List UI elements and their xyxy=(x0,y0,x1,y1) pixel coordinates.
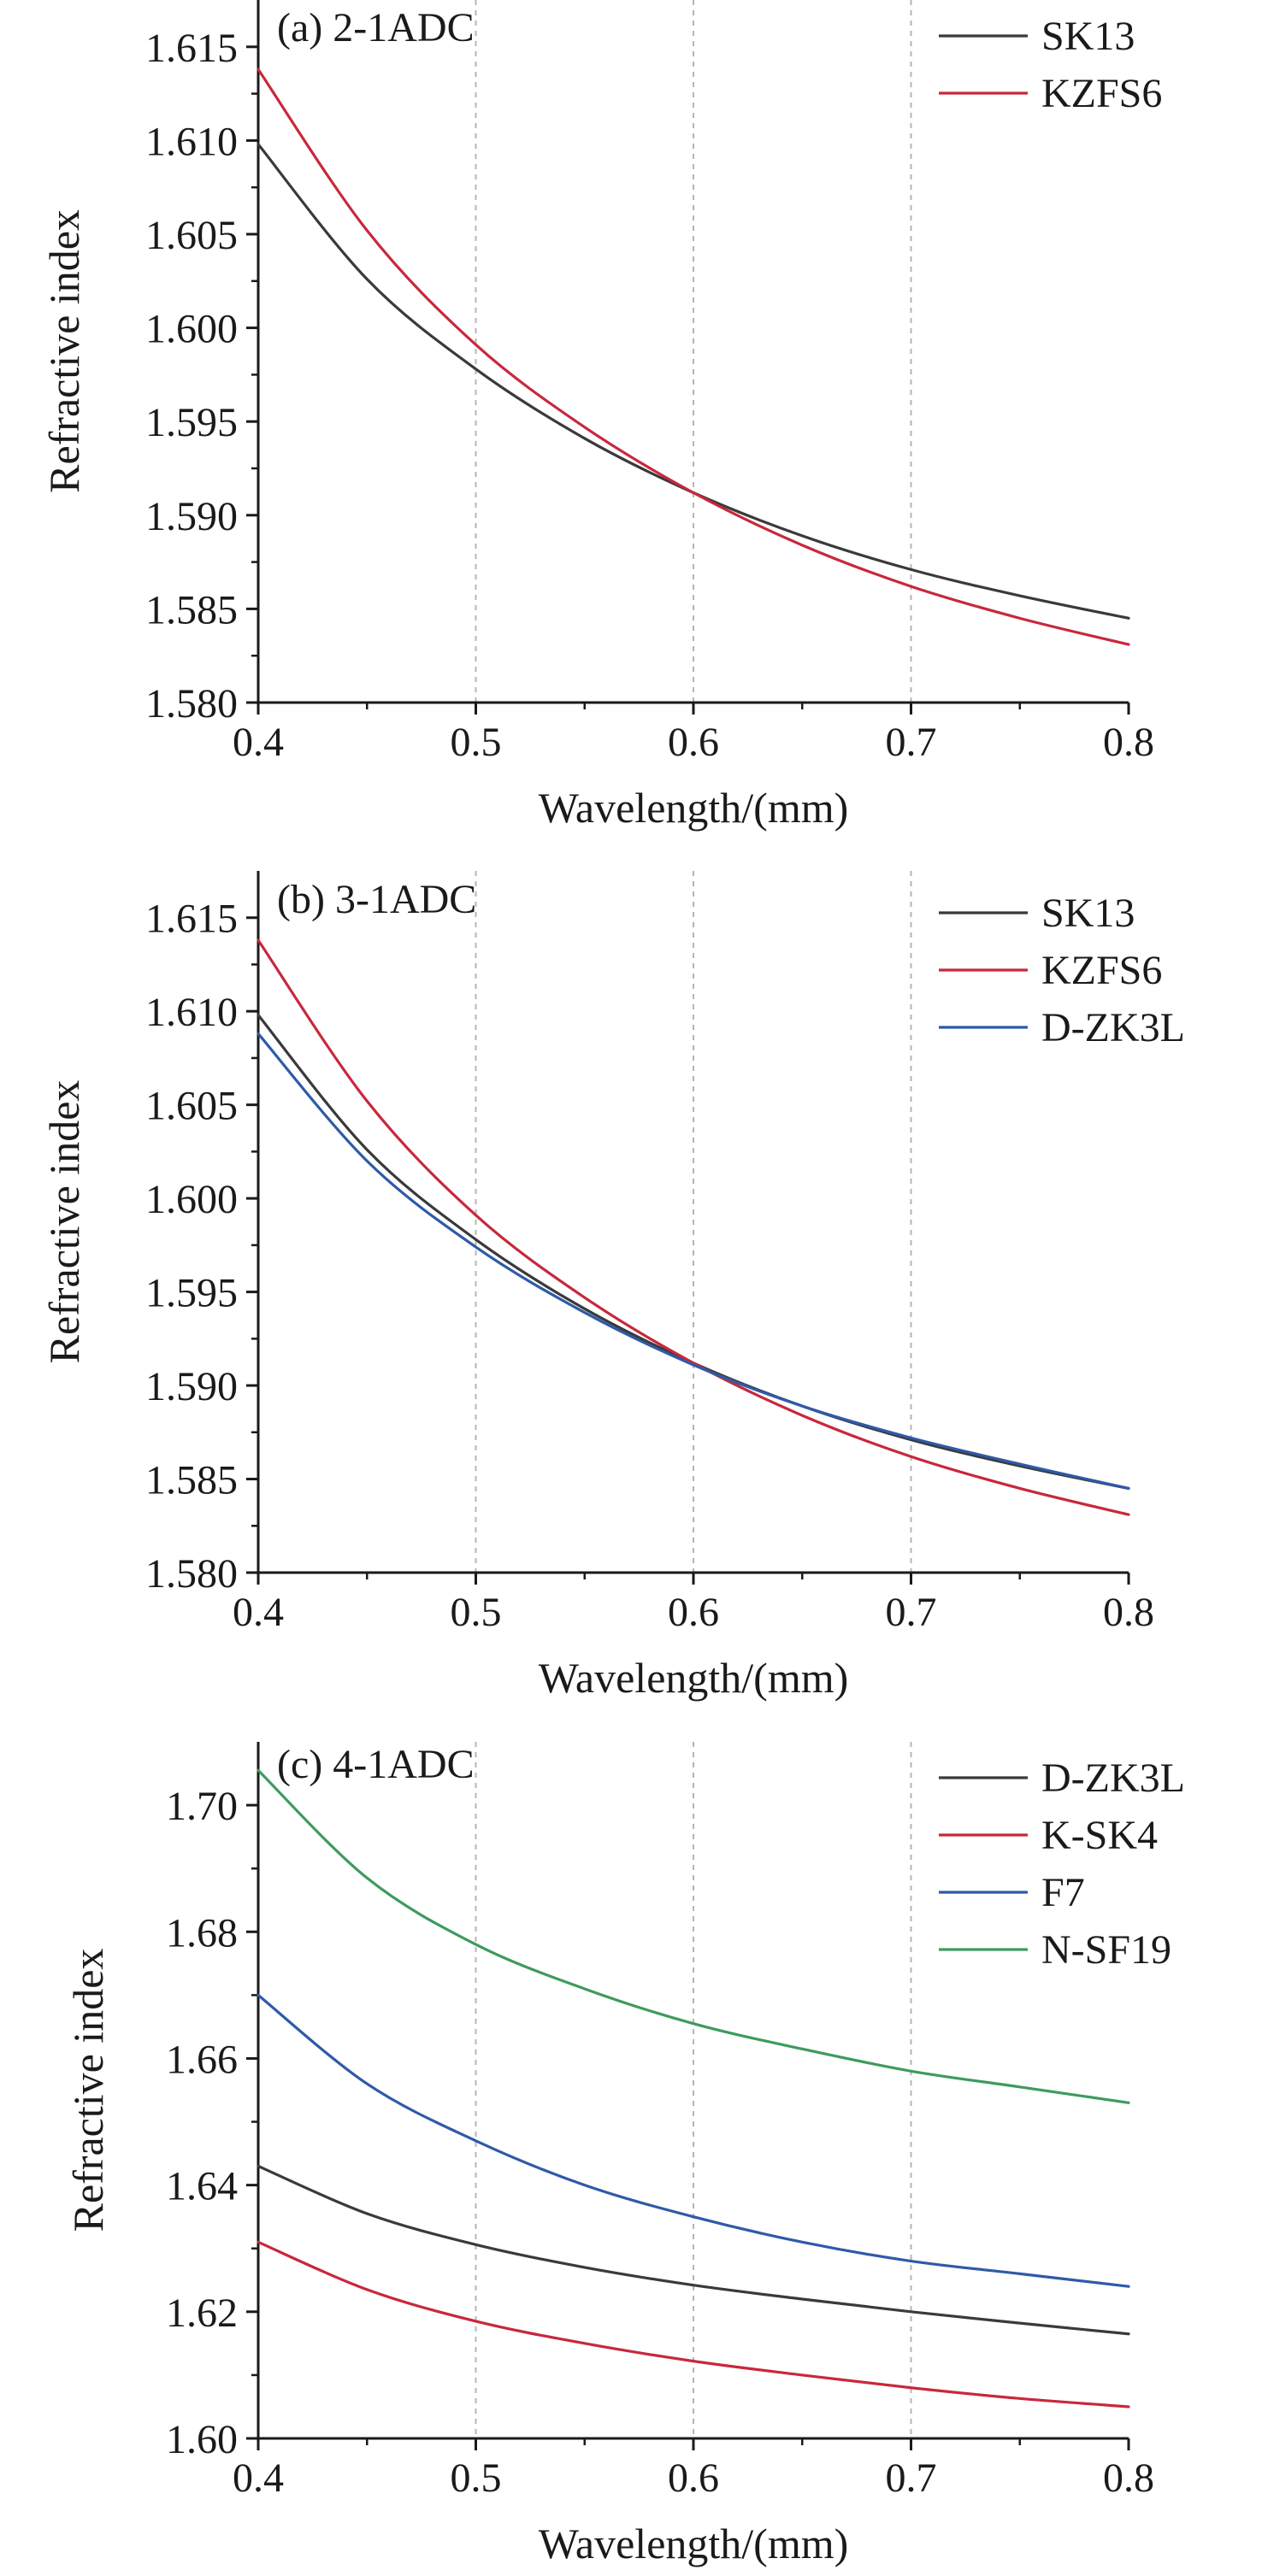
y-tick-label: 1.610 xyxy=(145,119,238,164)
x-tick-label: 0.6 xyxy=(668,1590,719,1635)
x-tick-label: 0.5 xyxy=(451,2455,502,2501)
panel-title: (a) 2-1ADC xyxy=(277,5,475,50)
legend-label: SK13 xyxy=(1041,14,1135,59)
x-tick-label: 0.6 xyxy=(668,2455,719,2501)
series-line-KZFS6 xyxy=(257,938,1130,1516)
y-tick-label: 1.585 xyxy=(145,1458,238,1503)
x-tick-label: 0.5 xyxy=(451,1590,502,1635)
x-tick-label: 0.8 xyxy=(1103,1590,1154,1635)
y-tick-label: 1.580 xyxy=(145,681,238,726)
panel-title: (b) 3-1ADC xyxy=(277,877,476,922)
legend-label: D-ZK3L xyxy=(1041,1005,1185,1050)
x-tick-label: 0.7 xyxy=(886,720,937,765)
x-tick-label: 0.8 xyxy=(1103,2455,1154,2501)
panel-title: (c) 4-1ADC xyxy=(277,1742,475,1787)
y-tick-label: 1.585 xyxy=(145,587,238,632)
y-tick-label: 1.590 xyxy=(145,494,238,539)
y-axis-title: Refractive index xyxy=(40,209,88,493)
y-tick-label: 1.64 xyxy=(166,2164,238,2209)
legend-label: N-SF19 xyxy=(1041,1927,1171,1973)
y-tick-label: 1.615 xyxy=(145,26,238,71)
y-tick-label: 1.595 xyxy=(145,400,238,445)
series-line-D-ZK3L xyxy=(257,2164,1130,2336)
y-tick-label: 1.66 xyxy=(166,2037,238,2082)
x-axis-title: Wavelength/(mm) xyxy=(539,2520,849,2567)
y-tick-label: 1.605 xyxy=(145,1084,238,1129)
x-tick-label: 0.4 xyxy=(233,720,284,765)
x-tick-label: 0.4 xyxy=(233,1590,284,1635)
y-tick-label: 1.70 xyxy=(166,1784,238,1829)
y-axis-title: Refractive index xyxy=(40,1080,88,1364)
y-tick-label: 1.615 xyxy=(145,897,238,942)
x-tick-label: 0.4 xyxy=(233,2455,284,2501)
x-tick-label: 0.7 xyxy=(886,1590,937,1635)
y-tick-label: 1.62 xyxy=(166,2291,238,2336)
chart-panel-1: 0.4 0.5 0.6 0.7 0.8 1.580 1.585 1.590 1.595 1.600… xyxy=(40,0,1162,832)
y-tick-label: 1.600 xyxy=(145,1177,238,1222)
y-tick-label: 1.600 xyxy=(145,307,238,352)
x-axis-title: Wavelength/(mm) xyxy=(539,784,849,832)
chart-panel-3: 0.4 0.5 0.6 0.7 0.8 1.60 1.62 1.64 1.66 1.68 1.70 W… xyxy=(64,1742,1185,2567)
legend-label: K-SK4 xyxy=(1041,1813,1158,1858)
y-tick-label: 1.605 xyxy=(145,213,238,258)
legend-label: SK13 xyxy=(1041,891,1135,936)
x-tick-label: 0.8 xyxy=(1103,720,1154,765)
legend-label: KZFS6 xyxy=(1041,948,1162,993)
x-tick-label: 0.7 xyxy=(886,2455,937,2501)
series-line-F7 xyxy=(257,1993,1130,2288)
legend-label: F7 xyxy=(1041,1870,1085,1915)
y-tick-label: 1.580 xyxy=(145,1551,238,1597)
y-tick-label: 1.68 xyxy=(166,1910,238,1956)
y-tick-label: 1.595 xyxy=(145,1271,238,1316)
x-tick-label: 0.5 xyxy=(451,720,502,765)
legend-label: D-ZK3L xyxy=(1041,1756,1185,1801)
x-axis-title: Wavelength/(mm) xyxy=(539,1654,849,1702)
y-axis-title: Refractive index xyxy=(64,1949,112,2232)
series-line-KZFS6 xyxy=(257,68,1130,646)
y-tick-label: 1.610 xyxy=(145,990,238,1035)
y-tick-label: 1.590 xyxy=(145,1364,238,1409)
legend-label: KZFS6 xyxy=(1041,71,1162,116)
chart-panel-2: 0.4 0.5 0.6 0.7 0.8 1.580 1.585 1.590 1.595 1.600… xyxy=(40,871,1185,1702)
series-line-D-ZK3L xyxy=(257,1032,1130,1491)
y-tick-label: 1.60 xyxy=(166,2417,238,2462)
series-line-K-SK4 xyxy=(257,2240,1130,2408)
series-line-N-SF19 xyxy=(257,1768,1130,2104)
x-tick-label: 0.6 xyxy=(668,720,719,765)
